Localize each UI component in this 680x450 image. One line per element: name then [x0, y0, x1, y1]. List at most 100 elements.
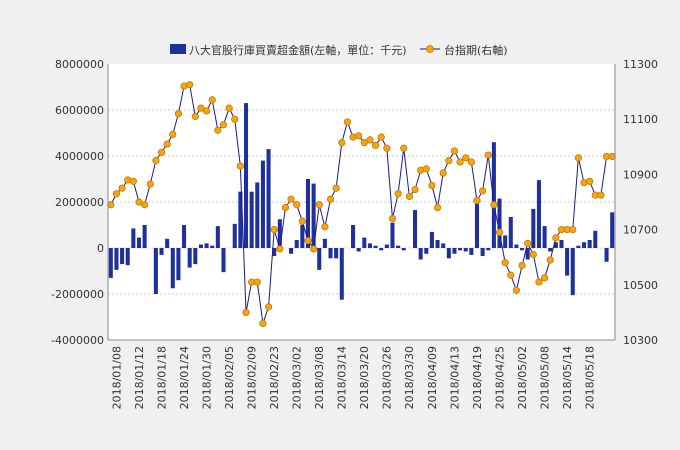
legend: 八大官股行庫買賣超金額(左軸，單位：千元) 台指期(右軸)	[170, 43, 508, 57]
bar	[108, 248, 113, 278]
bar	[339, 248, 344, 300]
line-marker	[298, 217, 306, 225]
x-tick-label: 2018/03/14	[336, 346, 349, 409]
line-marker	[208, 96, 216, 104]
right-tick-label: 11100	[623, 113, 658, 126]
line-marker	[355, 132, 363, 140]
line-marker	[518, 261, 526, 270]
line-marker	[332, 184, 340, 192]
line-marker	[107, 201, 115, 209]
bar	[396, 245, 401, 248]
line-marker	[219, 121, 228, 129]
line-marker	[495, 228, 504, 236]
line-marker	[473, 197, 481, 205]
line-marker	[338, 139, 346, 147]
line-marker	[163, 140, 171, 148]
x-tick-label: 2018/03/26	[381, 346, 394, 409]
bar	[243, 103, 249, 248]
line-marker	[191, 112, 199, 121]
line-marker	[343, 118, 352, 126]
bar	[187, 248, 192, 268]
line-marker	[174, 110, 183, 118]
bar	[136, 237, 142, 248]
line-marker	[129, 177, 137, 185]
line-marker	[586, 177, 594, 185]
bar	[334, 248, 339, 259]
x-tick-label: 2018/04/19	[471, 346, 484, 409]
line-marker	[540, 274, 549, 282]
line-marker	[225, 104, 233, 112]
bar	[497, 198, 502, 248]
line-marker	[439, 169, 447, 177]
line-marker	[479, 187, 487, 195]
bar	[520, 248, 525, 251]
left-tick-label: -4000000	[51, 334, 104, 347]
bar	[198, 244, 203, 248]
line-marker	[360, 139, 368, 147]
line-marker	[259, 319, 267, 328]
line-marker	[310, 245, 318, 253]
bar	[553, 242, 558, 248]
bar	[491, 142, 496, 248]
bar	[469, 248, 474, 255]
line-marker	[394, 190, 402, 198]
bar	[424, 248, 429, 254]
bar	[362, 237, 367, 248]
line-marker	[445, 157, 453, 165]
line-marker	[597, 191, 605, 199]
x-tick-label: 2018/02/23	[268, 346, 281, 409]
line-marker	[535, 278, 543, 286]
bar	[581, 242, 587, 248]
bar	[142, 225, 147, 248]
bar	[418, 248, 423, 260]
left-tick-label: 8000000	[55, 58, 104, 71]
bar	[120, 248, 125, 265]
bar	[390, 222, 395, 248]
bar	[204, 243, 209, 248]
bar	[159, 248, 164, 255]
bar	[486, 248, 491, 251]
x-tick-label: 2018/01/18	[155, 346, 168, 409]
bar	[300, 225, 305, 248]
bar	[367, 243, 372, 248]
bar	[249, 191, 254, 248]
bar	[277, 219, 282, 248]
line-marker	[574, 154, 582, 162]
bar	[131, 228, 136, 248]
left-axis-ticks: -4000000 -2000000 0 2000000 4000000 6000000 80…	[51, 58, 104, 347]
right-axis-ticks: 10300 10500 10700 10900 11100 11300	[623, 58, 658, 347]
bar	[435, 239, 440, 248]
legend-bar-swatch	[170, 44, 186, 54]
x-axis-ticks: 2018/01/08 2018/01/12 2018/01/18 2018/01/24…	[110, 346, 596, 409]
line-marker	[400, 144, 408, 152]
left-tick-label: 0	[97, 242, 104, 255]
bar	[322, 238, 327, 248]
bar	[153, 248, 158, 294]
line-marker	[484, 151, 492, 159]
line-marker	[236, 162, 244, 170]
x-tick-label: 2018/03/02	[291, 346, 304, 409]
x-tick-label: 2018/03/20	[358, 346, 371, 409]
right-tick-label: 10700	[623, 224, 658, 237]
bar	[604, 248, 609, 262]
line-marker	[467, 158, 475, 166]
bar	[480, 248, 485, 257]
line-marker	[321, 223, 329, 231]
bar	[221, 248, 226, 273]
bar	[401, 248, 406, 251]
bar	[441, 243, 446, 248]
line-marker	[552, 234, 560, 242]
bar	[170, 248, 175, 289]
left-tick-label: 2000000	[55, 196, 104, 209]
left-tick-label: 4000000	[55, 150, 104, 163]
x-tick-label: 2018/04/25	[493, 346, 506, 409]
bar	[289, 248, 294, 254]
bar	[351, 225, 356, 248]
bar	[536, 180, 541, 248]
line-marker	[135, 198, 143, 206]
bar	[531, 208, 536, 248]
x-tick-label: 2018/04/09	[426, 346, 439, 409]
line-marker	[377, 133, 385, 141]
line-marker	[304, 237, 312, 245]
